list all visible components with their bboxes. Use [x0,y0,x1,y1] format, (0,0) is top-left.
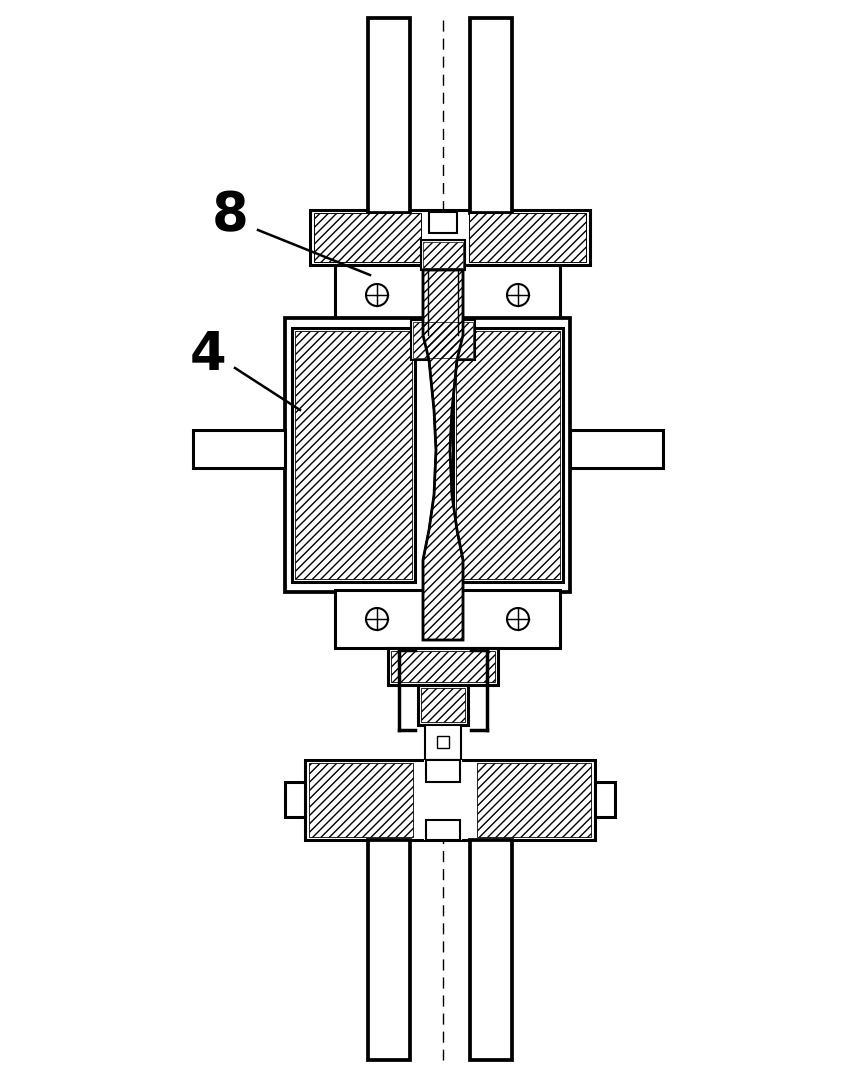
Bar [426,820,460,840]
Bar [456,331,560,579]
Bar [292,328,415,582]
Bar [411,320,475,360]
Bar [305,760,595,840]
Bar [368,18,410,213]
Bar [424,818,462,840]
Bar [295,331,412,579]
Bar [470,840,512,1060]
Bar [314,213,421,261]
Bar [391,651,495,682]
Bar [309,763,413,837]
Bar [421,240,465,270]
Bar [425,267,461,343]
Bar [477,763,591,837]
Bar [335,265,560,325]
Bar [388,648,498,685]
Bar [470,18,512,213]
Bar [423,242,463,268]
Bar [335,590,560,648]
Polygon shape [423,270,463,640]
Bar [427,212,459,235]
Bar [469,213,586,261]
Bar [595,782,615,817]
Bar [425,725,461,760]
Text: 4: 4 [190,329,226,381]
Bar [418,685,468,725]
Bar [413,322,473,358]
Bar [424,760,462,785]
Bar [429,212,457,233]
Bar [570,430,663,468]
Bar [423,265,463,345]
Text: 8: 8 [211,189,248,241]
Bar [310,210,590,265]
Bar [426,760,460,782]
Bar [421,688,465,722]
Bar [285,318,570,592]
Bar [285,782,305,817]
Bar [453,328,563,582]
Bar [437,736,449,748]
Bar [193,430,285,468]
Bar [368,840,410,1060]
